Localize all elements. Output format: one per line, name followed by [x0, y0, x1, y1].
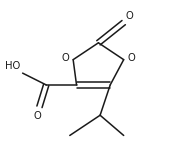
Text: O: O: [128, 53, 136, 63]
Text: O: O: [61, 53, 69, 63]
Text: HO: HO: [5, 62, 20, 71]
Text: O: O: [34, 111, 42, 121]
Text: O: O: [125, 11, 133, 21]
